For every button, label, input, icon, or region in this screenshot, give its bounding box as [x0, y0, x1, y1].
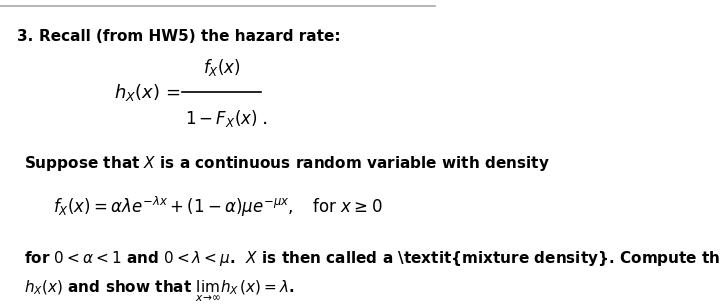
- Text: $h_X(x)\, =\,$: $h_X(x)\, =\,$: [114, 82, 181, 103]
- Text: $.$: $.$: [261, 109, 268, 128]
- Text: $f_X(x)$: $f_X(x)$: [202, 57, 240, 78]
- Text: $f_X(x) = \alpha\lambda e^{-\lambda x} + (1-\alpha)\mu e^{-\mu x},\quad \mathrm{: $f_X(x) = \alpha\lambda e^{-\lambda x} +…: [53, 194, 382, 219]
- Text: Recall (from HW5) the hazard rate:: Recall (from HW5) the hazard rate:: [39, 29, 341, 44]
- Text: Suppose that $X$ is a continuous random variable with density: Suppose that $X$ is a continuous random …: [24, 154, 549, 173]
- Text: $1 - F_X(x)$: $1 - F_X(x)$: [185, 108, 258, 129]
- Text: $h_X(x)$ and show that $\lim_{x \to \infty} h_X(x) = \lambda$.: $h_X(x)$ and show that $\lim_{x \to \inf…: [24, 279, 294, 305]
- Text: for $0 < \alpha < 1$ and $0 < \lambda < \mu$.  $X$ is then called a \textit{mixt: for $0 < \alpha < 1$ and $0 < \lambda < …: [24, 249, 720, 268]
- Text: 3.: 3.: [17, 29, 34, 44]
